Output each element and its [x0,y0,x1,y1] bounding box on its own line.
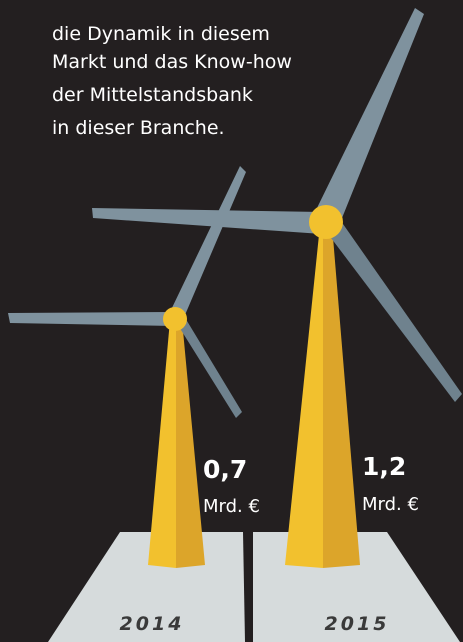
turbine [8,166,246,568]
intro-line: die Dynamik in diesem [52,23,270,45]
unit-label: Mrd. € [203,496,260,517]
year-label: 2014 [120,613,185,635]
turbine [92,8,462,568]
unit-label: Mrd. € [362,494,419,515]
intro-line: Markt und das Know-how [52,51,292,73]
intro-line: in dieser Branche. [52,117,225,139]
value-label: 0,7 [203,455,247,484]
year-label: 2015 [325,613,390,635]
intro-line: der Mittelstandsbank [52,84,253,106]
value-label: 1,2 [362,452,406,481]
